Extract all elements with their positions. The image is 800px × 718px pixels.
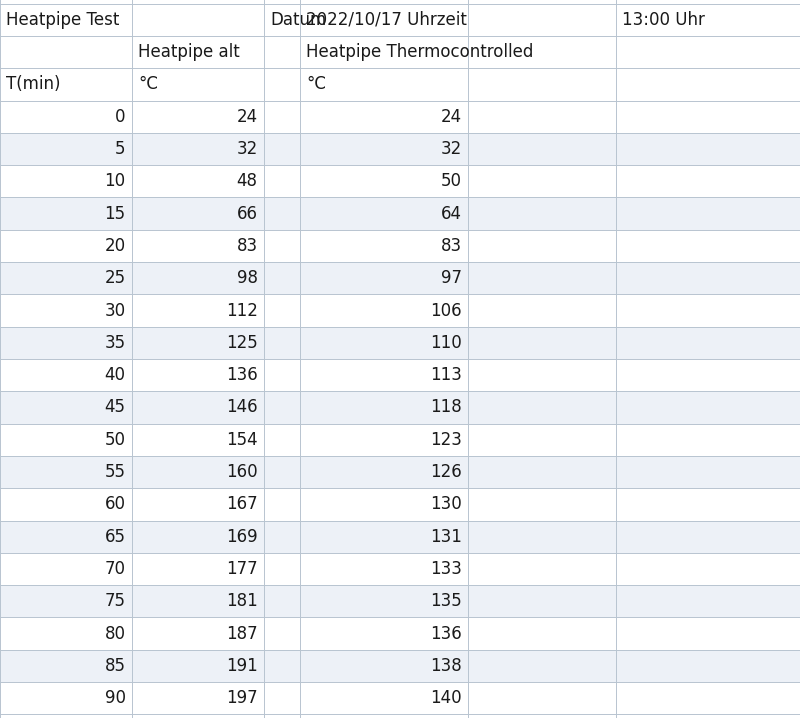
- Bar: [0, 521, 800, 553]
- Text: 90: 90: [105, 689, 126, 707]
- Text: 75: 75: [105, 592, 126, 610]
- Text: Datum: Datum: [270, 11, 326, 29]
- Bar: [0, 327, 800, 359]
- Text: 177: 177: [226, 560, 258, 578]
- Bar: [0, 617, 800, 650]
- Text: 32: 32: [440, 140, 462, 158]
- Text: 15: 15: [105, 205, 126, 223]
- Text: 48: 48: [237, 172, 258, 190]
- Bar: [0, 391, 800, 424]
- Text: T(min): T(min): [6, 75, 61, 93]
- Text: 126: 126: [430, 463, 462, 481]
- Text: 83: 83: [441, 237, 462, 255]
- Text: 97: 97: [441, 269, 462, 287]
- Text: °C: °C: [306, 75, 326, 93]
- Bar: [0, 488, 800, 521]
- Text: 70: 70: [105, 560, 126, 578]
- Text: 110: 110: [430, 334, 462, 352]
- Text: 30: 30: [105, 302, 126, 320]
- Text: 0: 0: [115, 108, 126, 126]
- Text: 131: 131: [430, 528, 462, 546]
- Text: 13:00 Uhr: 13:00 Uhr: [622, 11, 706, 29]
- Text: 32: 32: [236, 140, 258, 158]
- Bar: [0, 650, 800, 682]
- Text: 169: 169: [226, 528, 258, 546]
- Text: 24: 24: [441, 108, 462, 126]
- Text: 20: 20: [105, 237, 126, 255]
- Text: 65: 65: [105, 528, 126, 546]
- Text: 55: 55: [105, 463, 126, 481]
- Text: 85: 85: [105, 657, 126, 675]
- Text: 64: 64: [441, 205, 462, 223]
- Text: 40: 40: [105, 366, 126, 384]
- Text: 133: 133: [430, 560, 462, 578]
- Text: 138: 138: [430, 657, 462, 675]
- Text: 136: 136: [226, 366, 258, 384]
- Text: 140: 140: [430, 689, 462, 707]
- Bar: [0, 359, 800, 391]
- Text: 181: 181: [226, 592, 258, 610]
- Text: 130: 130: [430, 495, 462, 513]
- Text: Heatpipe alt: Heatpipe alt: [138, 43, 240, 61]
- Text: 113: 113: [430, 366, 462, 384]
- Text: 24: 24: [237, 108, 258, 126]
- Text: 45: 45: [105, 398, 126, 416]
- Text: 160: 160: [226, 463, 258, 481]
- Text: 35: 35: [105, 334, 126, 352]
- Text: 106: 106: [430, 302, 462, 320]
- Bar: [0, 294, 800, 327]
- Text: 135: 135: [430, 592, 462, 610]
- Text: 146: 146: [226, 398, 258, 416]
- Bar: [0, 262, 800, 294]
- Text: 5: 5: [115, 140, 126, 158]
- Text: 123: 123: [430, 431, 462, 449]
- Text: 25: 25: [105, 269, 126, 287]
- Bar: [0, 553, 800, 585]
- Text: 80: 80: [105, 625, 126, 643]
- Text: 118: 118: [430, 398, 462, 416]
- Text: 10: 10: [105, 172, 126, 190]
- Bar: [0, 133, 800, 165]
- Text: Heatpipe Thermocontrolled: Heatpipe Thermocontrolled: [306, 43, 534, 61]
- Text: 83: 83: [237, 237, 258, 255]
- Text: 2022/10/17 Uhrzeit: 2022/10/17 Uhrzeit: [306, 11, 467, 29]
- Text: 154: 154: [226, 431, 258, 449]
- Bar: [0, 424, 800, 456]
- Text: 191: 191: [226, 657, 258, 675]
- Text: 98: 98: [237, 269, 258, 287]
- Text: Heatpipe Test: Heatpipe Test: [6, 11, 120, 29]
- Bar: [0, 682, 800, 714]
- Bar: [0, 585, 800, 617]
- Text: 60: 60: [105, 495, 126, 513]
- Text: 167: 167: [226, 495, 258, 513]
- Bar: [0, 230, 800, 262]
- Text: 112: 112: [226, 302, 258, 320]
- Text: 197: 197: [226, 689, 258, 707]
- Text: 66: 66: [237, 205, 258, 223]
- Text: 50: 50: [105, 431, 126, 449]
- Bar: [0, 165, 800, 197]
- Text: 125: 125: [226, 334, 258, 352]
- Text: 136: 136: [430, 625, 462, 643]
- Text: °C: °C: [138, 75, 158, 93]
- Text: 187: 187: [226, 625, 258, 643]
- Bar: [0, 456, 800, 488]
- Bar: [0, 197, 800, 230]
- Bar: [0, 101, 800, 133]
- Text: 50: 50: [441, 172, 462, 190]
